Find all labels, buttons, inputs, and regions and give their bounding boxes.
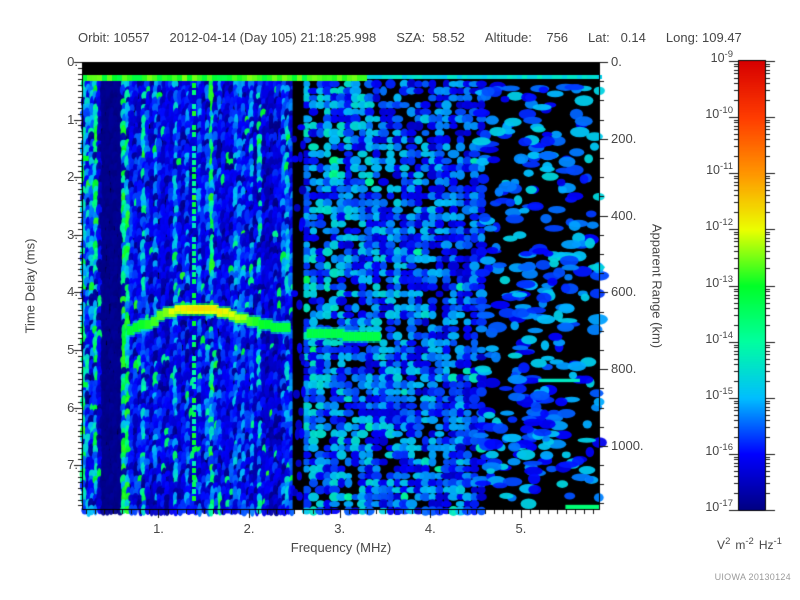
colorbar-label-exponent: -15 bbox=[719, 385, 733, 397]
y-right-tick-label: 600. bbox=[611, 284, 637, 300]
y-left-tick-label: 4. bbox=[67, 284, 78, 300]
colorbar-tick-label: 10-9 bbox=[710, 49, 733, 65]
colorbar-label-base: 10 bbox=[705, 219, 720, 234]
unit-part: Hz-1 bbox=[758, 536, 782, 552]
colorbar-label-exponent: -11 bbox=[719, 161, 733, 173]
y-left-tick-label: 5. bbox=[67, 341, 78, 357]
x-tick-label: 4. bbox=[424, 521, 436, 536]
unit-part: m-2 bbox=[735, 536, 754, 552]
y-left-tick-label: 6. bbox=[67, 399, 78, 415]
colorbar-label-base: 10 bbox=[705, 331, 720, 346]
y-left-tick-label: 0. bbox=[67, 54, 78, 69]
colorbar-tick-label: 10-14 bbox=[705, 329, 733, 346]
colorbar-label-exponent: -10 bbox=[719, 105, 733, 117]
colorbar-label-exponent: -17 bbox=[719, 498, 733, 509]
colorbar-tick-label: 10-10 bbox=[705, 105, 733, 122]
colorbar-tick-label: 10-17 bbox=[705, 498, 733, 514]
y-left-tick-label: 3. bbox=[67, 226, 78, 242]
colorbar-label-exponent: -16 bbox=[719, 441, 733, 453]
y-right-tick-label: 400. bbox=[611, 207, 637, 223]
colorbar-tick-label: 10-16 bbox=[705, 441, 733, 458]
credit-text: UIOWA 20130124 bbox=[714, 572, 791, 582]
colorbar-tick-label: 10-12 bbox=[705, 217, 733, 234]
y-right-tick-label: 800. bbox=[611, 361, 637, 377]
x-tick-label: 2. bbox=[243, 521, 255, 536]
y-left-axis-label: Time Delay (ms) bbox=[22, 238, 38, 334]
y-left-tick-label: 1. bbox=[67, 111, 78, 127]
y-right-tick-label: 0. bbox=[611, 54, 622, 69]
y-right-tick-label: 200. bbox=[611, 130, 637, 146]
colorbar-label-exponent: -13 bbox=[719, 273, 733, 285]
colorbar-label-exponent: -9 bbox=[724, 49, 733, 60]
x-tick-label: 5. bbox=[515, 521, 527, 536]
colorbar-label-base: 10 bbox=[705, 107, 720, 122]
unit-part: V2 bbox=[717, 536, 731, 552]
colorbar-label-base: 10 bbox=[705, 500, 720, 514]
colorbar-label-exponent: -14 bbox=[719, 329, 733, 341]
colorbar-label-base: 10 bbox=[710, 51, 725, 65]
y-right-tick-label: 1000. bbox=[611, 437, 644, 453]
colorbar-unit-label: V2 m-2 Hz-1 bbox=[717, 536, 787, 552]
colorbar-label-base: 10 bbox=[706, 163, 720, 178]
colorbar-label-base: 10 bbox=[705, 443, 720, 458]
colorbar-tick-label: 10-13 bbox=[705, 273, 733, 290]
y-right-axis-label: Apparent Range (km) bbox=[649, 223, 665, 349]
x-axis-label: Frequency (MHz) bbox=[290, 540, 392, 555]
x-tick-label: 3. bbox=[334, 521, 346, 536]
colorbar-tick-label: 10-11 bbox=[706, 161, 733, 178]
colorbar-label-exponent: -12 bbox=[719, 217, 733, 229]
y-left-tick-label: 7. bbox=[67, 457, 78, 473]
x-tick-label: 1. bbox=[153, 521, 164, 536]
colorbar-label-base: 10 bbox=[705, 387, 720, 402]
colorbar-tick-label: 10-15 bbox=[705, 385, 733, 402]
y-left-tick-label: 2. bbox=[67, 169, 78, 185]
colorbar-label-base: 10 bbox=[705, 275, 720, 290]
